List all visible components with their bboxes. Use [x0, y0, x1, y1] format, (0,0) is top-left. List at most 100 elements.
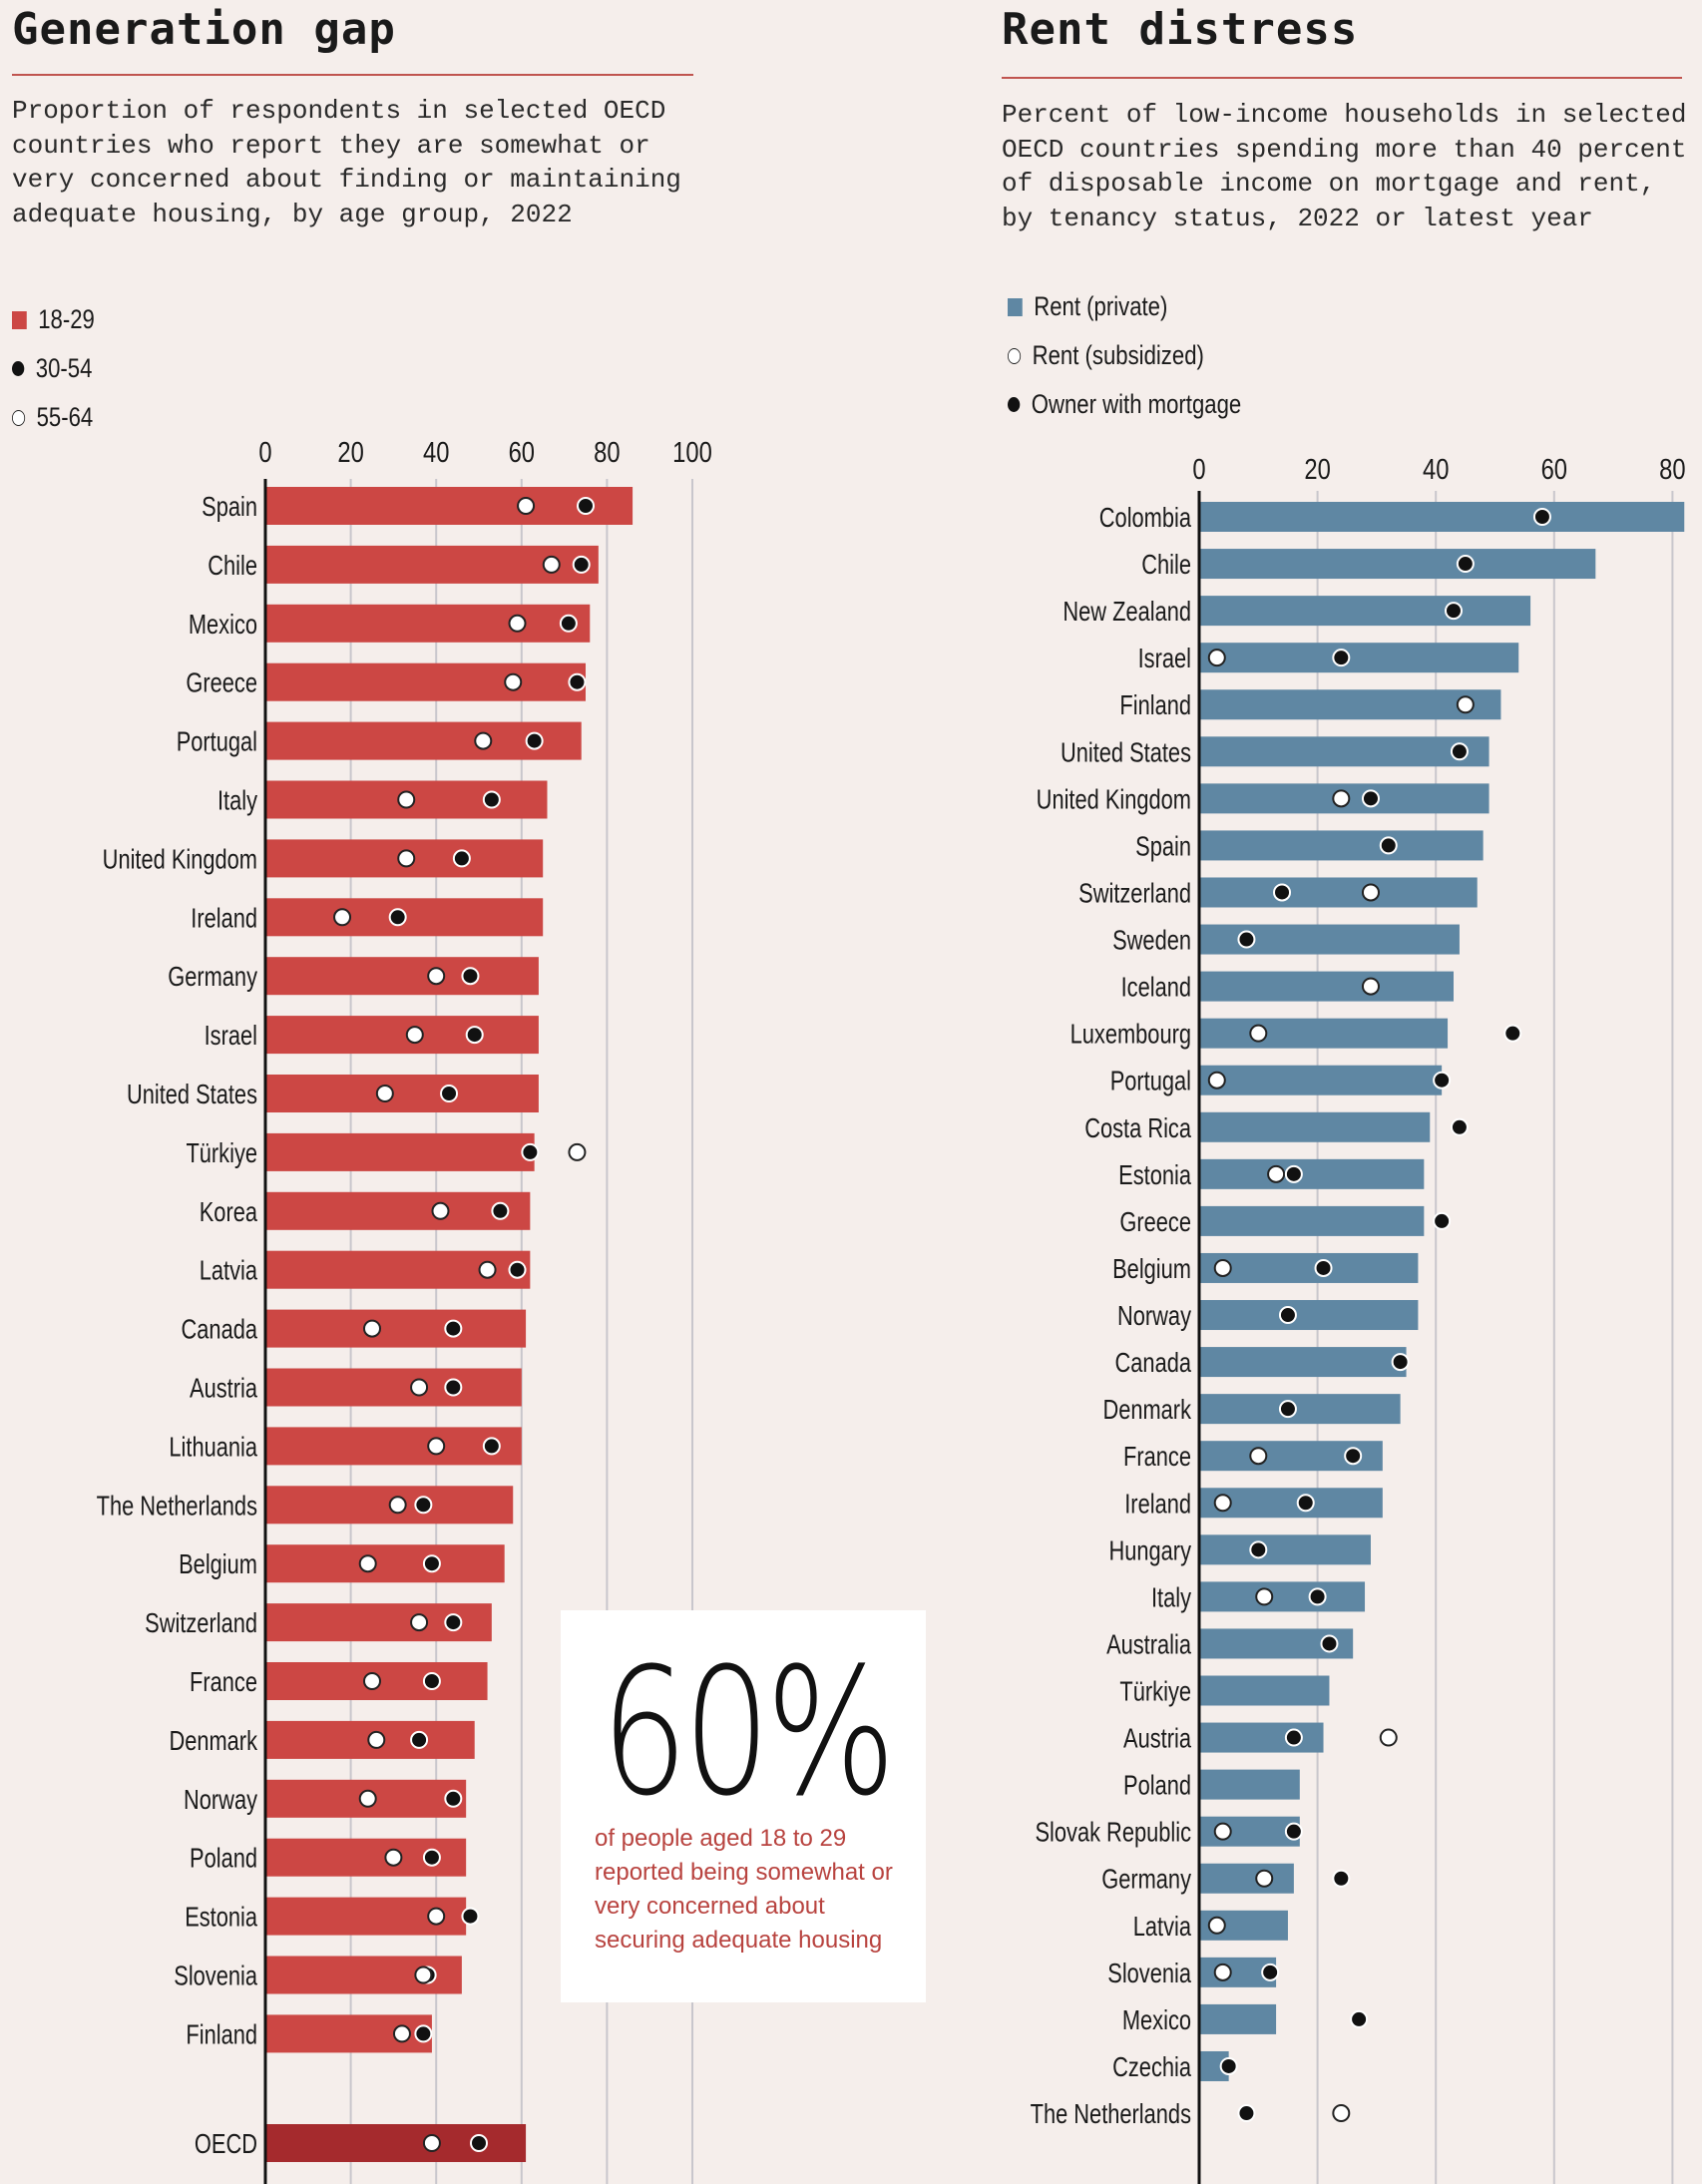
right-category-label: Ireland — [1124, 1489, 1191, 1520]
right-dot-rent-subsidized- — [1213, 1258, 1232, 1277]
right-dot-owner-with-mortgage — [1391, 1353, 1410, 1372]
right-dot-owner-with-mortgage — [1284, 1822, 1303, 1841]
legend-label: 18-29 — [38, 304, 95, 334]
left-dot-55-64 — [427, 967, 446, 986]
left-dot-30-54 — [461, 1907, 480, 1926]
left-dot-30-54 — [491, 1201, 510, 1220]
right-dot-rent-subsidized- — [1207, 1916, 1226, 1935]
left-category-label: Finland — [186, 2019, 257, 2050]
left-dot-55-64 — [392, 2024, 411, 2043]
open-dot-icon — [12, 409, 26, 426]
right-category-label: Switzerland — [1078, 878, 1191, 909]
left-dot-55-64 — [517, 497, 536, 515]
left-category-label: Switzerland — [145, 1608, 257, 1639]
left-dot-55-64 — [397, 790, 416, 809]
right-dot-owner-with-mortgage — [1450, 742, 1469, 761]
left-bar — [265, 662, 586, 701]
right-category-label: Poland — [1123, 1770, 1191, 1801]
left-dot-30-54 — [482, 1437, 501, 1456]
right-bar — [1199, 877, 1478, 908]
right-category-label: Spain — [1135, 831, 1191, 862]
right-dot-owner-with-mortgage — [1278, 1306, 1297, 1325]
left-dot-55-64 — [363, 1672, 381, 1690]
left-dot-55-64 — [542, 555, 561, 574]
right-dot-rent-subsidized- — [1213, 1963, 1232, 1981]
black-dot-icon — [12, 361, 25, 376]
left-category-label: United Kingdom — [103, 844, 257, 875]
right-chart-subtitle: Percent of low-income households in sele… — [1002, 100, 1687, 233]
right-dot-rent-subsidized- — [1207, 1071, 1226, 1090]
right-dot-owner-with-mortgage — [1278, 1400, 1297, 1419]
left-category-label: France — [190, 1666, 257, 1697]
left-dot-55-64 — [358, 1554, 377, 1573]
right-dot-owner-with-mortgage — [1332, 1869, 1351, 1888]
left-dot-55-64 — [388, 1496, 407, 1515]
black-dot-icon — [1008, 397, 1021, 412]
left-dot-30-54 — [410, 1730, 429, 1749]
right-dot-rent-subsidized- — [1213, 1494, 1232, 1513]
left-x-tick-label: 60 — [509, 436, 535, 469]
right-dot-rent-subsidized- — [1249, 1447, 1268, 1466]
right-dot-rent-subsidized- — [1361, 977, 1380, 996]
legend-item-owner-mortgage: Owner with mortgage — [1008, 380, 1241, 429]
left-dot-30-54 — [572, 555, 591, 574]
left-x-tick-label: 40 — [423, 436, 449, 469]
left-dot-30-54 — [414, 1496, 433, 1515]
left-x-tick-label: 80 — [594, 436, 620, 469]
right-category-label: United Kingdom — [1037, 784, 1191, 815]
left-dot-55-64 — [367, 1730, 386, 1749]
left-category-label: Ireland — [191, 903, 257, 934]
right-bar — [1199, 1581, 1366, 1612]
right-x-tick-label: 60 — [1541, 453, 1567, 486]
right-dot-rent-subsidized- — [1379, 1728, 1398, 1747]
callout-value: 60% — [601, 1630, 896, 1835]
left-dot-30-54 — [422, 1848, 441, 1867]
right-chart-title: Rent distress — [1002, 4, 1359, 55]
right-category-label: Colombia — [1099, 502, 1191, 533]
right-dot-rent-subsidized- — [1249, 1024, 1268, 1043]
legend-item-55-64: 55-64 — [12, 393, 95, 442]
left-category-label: Mexico — [189, 609, 257, 640]
blue-square-icon — [1008, 297, 1023, 316]
left-dot-30-54 — [422, 1554, 441, 1573]
right-category-label: Israel — [1138, 644, 1191, 674]
left-legend: 18-29 30-54 55-64 — [12, 295, 113, 442]
right-dot-owner-with-mortgage — [1296, 1494, 1315, 1513]
right-bar — [1199, 1863, 1294, 1894]
right-dot-rent-subsidized- — [1361, 883, 1380, 902]
left-bar — [265, 604, 591, 643]
right-category-label: Chile — [1141, 550, 1191, 581]
right-dot-owner-with-mortgage — [1273, 883, 1292, 902]
right-dot-owner-with-mortgage — [1344, 1447, 1363, 1466]
right-category-label: Finland — [1119, 690, 1191, 721]
right-dot-owner-with-mortgage — [1532, 508, 1551, 526]
left-category-label: Denmark — [169, 1725, 257, 1756]
right-category-label: Iceland — [1121, 972, 1191, 1003]
right-category-label: Hungary — [1108, 1535, 1191, 1566]
right-category-label: Germany — [1101, 1864, 1191, 1895]
left-dot-55-64 — [431, 1201, 450, 1220]
right-category-label: United States — [1061, 737, 1191, 768]
left-dot-30-54 — [452, 849, 471, 868]
left-dot-30-54 — [444, 1319, 463, 1338]
left-dot-55-64 — [422, 2134, 441, 2152]
right-dot-rent-subsidized- — [1213, 1822, 1232, 1841]
right-bar — [1199, 1675, 1330, 1706]
left-bar — [265, 1191, 531, 1230]
red-square-icon — [12, 310, 27, 329]
left-dot-30-54 — [470, 2134, 488, 2152]
right-legend: Rent (private) Rent (subsidized) Owner w… — [1008, 282, 1293, 429]
right-dot-owner-with-mortgage — [1237, 930, 1256, 949]
right-bar — [1199, 1347, 1407, 1378]
left-x-tick-label: 20 — [337, 436, 363, 469]
right-dot-rent-subsidized- — [1332, 789, 1351, 808]
left-dot-55-64 — [427, 1437, 446, 1456]
right-dot-owner-with-mortgage — [1314, 1258, 1333, 1277]
right-x-tick-label: 80 — [1659, 453, 1685, 486]
right-title-rule — [1002, 77, 1682, 79]
left-bar — [265, 1075, 539, 1112]
right-category-label: Luxembourg — [1070, 1019, 1191, 1050]
left-dot-30-54 — [465, 1026, 484, 1045]
right-dot-owner-with-mortgage — [1249, 1540, 1268, 1559]
left-category-label: Türkiye — [186, 1137, 257, 1168]
